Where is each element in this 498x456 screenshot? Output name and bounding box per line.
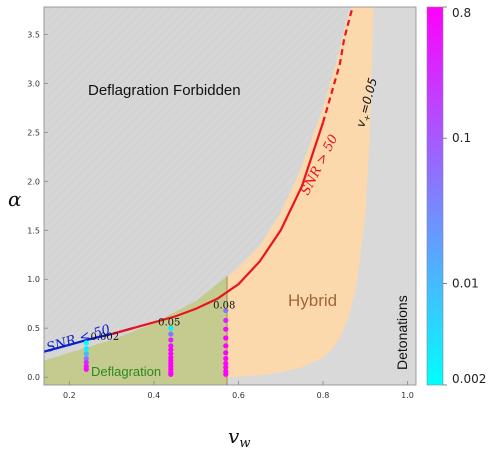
- colorbar: [426, 6, 444, 386]
- y-axis-label: α: [8, 187, 22, 211]
- hybrid-region: [227, 7, 374, 385]
- x-tick-label-0: 0.2: [63, 391, 76, 400]
- scatter-point-20: [223, 307, 229, 314]
- scatter-point-22: [223, 326, 229, 332]
- point-label-0: 0.002: [91, 332, 120, 343]
- scatter-point-30: [223, 371, 229, 377]
- scatter-point-11: [168, 347, 174, 353]
- plot-area: [44, 7, 416, 385]
- x-tick-label-1: 0.4: [148, 391, 161, 400]
- scatter-point-7: [168, 325, 174, 331]
- scatter-point-6: [83, 366, 89, 372]
- point-label-1: 0.05: [158, 317, 180, 328]
- scatter-point-3: [83, 355, 89, 362]
- colorbar-tick-label-1: 0.01: [452, 276, 479, 290]
- scatter-point-4: [83, 359, 89, 366]
- x-axis-label: vw: [228, 424, 250, 451]
- scatter-point-23: [223, 335, 229, 341]
- y-tick-label-3: 1.5: [27, 226, 40, 235]
- scatter-point-21: [223, 317, 229, 323]
- scatter-point-12: [168, 351, 174, 357]
- detonation-region: [227, 7, 416, 385]
- y-tick-label-0: 0.0: [27, 373, 40, 382]
- scatter-point-2: [83, 351, 89, 357]
- scatter-point-25: [223, 350, 229, 356]
- vplus-dashed-curve: [321, 7, 354, 123]
- scatter-point-26: [223, 355, 229, 362]
- scatter-point-24: [223, 343, 229, 349]
- x-axis-ticks: 0.2 0.4 0.6 0.8 1.0: [63, 381, 414, 400]
- scatter-point-9: [168, 337, 174, 343]
- colorbar-tick-label-0: 0.002: [452, 372, 486, 386]
- region-label-hybrid: Hybrid: [288, 291, 337, 310]
- y-tick-label-5: 2.5: [27, 128, 40, 137]
- colorbar-ticks: 0.002 0.01 0.1 0.8: [443, 6, 486, 386]
- y-axis-ticks: 0.0 0.5 1.0 1.5 2.0 2.5 3.0 3.5: [27, 30, 48, 382]
- scatter-point-27: [223, 360, 229, 367]
- snr-high-curve: [111, 122, 325, 336]
- y-tick-label-6: 3.0: [27, 79, 40, 88]
- scatter-point-8: [168, 331, 174, 337]
- scatter-point-0: [83, 340, 89, 346]
- colorbar-tick-label-2: 0.1: [452, 131, 471, 145]
- x-tick-label-4: 1.0: [401, 391, 414, 400]
- scatter-point-10: [168, 343, 174, 349]
- colorbar-tick-label-3: 0.8: [452, 6, 471, 20]
- region-label-forbidden: Deflagration Forbidden: [88, 82, 241, 99]
- deflagration-region: [44, 276, 228, 385]
- point-labels: 0.002 0.05 0.08: [91, 301, 236, 343]
- y-tick-label-2: 1.0: [27, 275, 40, 284]
- point-label-2: 0.08: [213, 301, 235, 312]
- region-label-detonations: Detonations: [394, 295, 410, 370]
- y-tick-label-4: 2.0: [27, 177, 40, 186]
- plot-frame: [43, 6, 417, 386]
- y-tick-label-1: 0.5: [27, 324, 40, 333]
- scatter-point-1: [83, 346, 89, 352]
- x-tick-label-2: 0.6: [232, 391, 245, 400]
- scatter-points: [83, 307, 229, 377]
- region-label-deflagration: Deflagration: [91, 364, 161, 379]
- y-tick-label-7: 3.5: [27, 30, 40, 39]
- x-tick-label-3: 0.8: [317, 391, 330, 400]
- scatter-point-28: [223, 364, 229, 370]
- scatter-point-19: [168, 371, 174, 377]
